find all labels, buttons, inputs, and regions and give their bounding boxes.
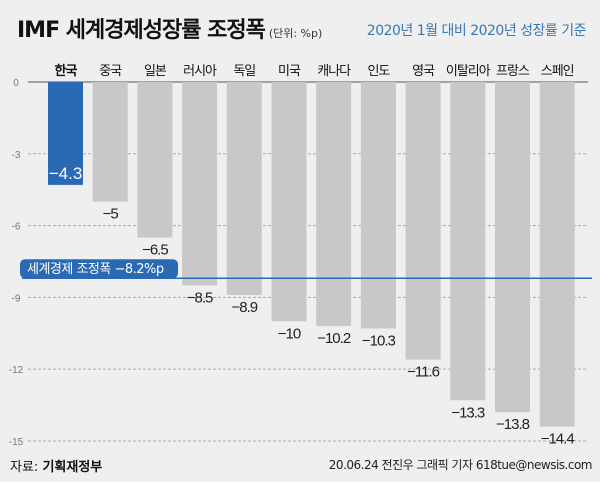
category-label: 영국: [412, 64, 435, 79]
ytick-label: -3: [12, 150, 21, 161]
value-label: −6.5: [142, 242, 168, 259]
bar: [450, 82, 486, 401]
bar-chart: 0 -3 -6 -9 -12 -15 한국 −4.3 중국 −5 일본 −6.5 러시아 −8.5 독일 −8…: [9, 63, 592, 448]
bar: [360, 82, 396, 329]
category-label: 독일: [233, 64, 255, 79]
bar: [495, 82, 530, 413]
bar: [539, 82, 575, 427]
category-label: 중국: [99, 64, 122, 79]
category-label: 캐나다: [317, 64, 351, 79]
value-label: −8.9: [231, 299, 257, 316]
category-label: 러시아: [183, 64, 217, 79]
ytick-label: 0: [13, 78, 19, 89]
category-label: 일본: [144, 64, 167, 79]
reference-label: 세계경제 조정폭 −8.2%p: [27, 262, 164, 277]
bar: [48, 82, 83, 185]
value-label: −5: [103, 206, 119, 223]
value-label: −10.2: [317, 330, 351, 347]
value-label: −10.3: [362, 332, 396, 349]
category-label: 이탈리아: [446, 64, 491, 79]
value-label: −13.3: [451, 404, 485, 421]
category-label: 한국: [55, 63, 78, 79]
ytick-label: -9: [12, 293, 21, 304]
bar: [182, 82, 218, 286]
title-text: IMF 세계경제성장률 조정폭: [17, 18, 266, 43]
value-label: −8.5: [187, 289, 213, 306]
bar: [271, 82, 307, 322]
category-label: 미국: [278, 64, 301, 79]
category-label: 프랑스: [496, 64, 530, 79]
chart-title: IMF 세계경제성장률 조정폭 (단위: %p): [17, 12, 322, 44]
credit: 20.06.24 전진우 그래픽 기자 618tue@newsis.com: [328, 458, 593, 472]
bar: [405, 82, 441, 360]
ytick-label: -15: [9, 437, 24, 448]
value-label: −14.4: [541, 431, 575, 448]
category-label: 스페인: [541, 64, 574, 79]
ytick-label: -12: [9, 365, 24, 376]
value-label: −4.3: [49, 164, 83, 183]
category-label: 인도: [367, 64, 390, 79]
source-value: 기획재정부: [42, 460, 103, 475]
bar: [316, 82, 352, 327]
subtitle: 2020년 1월 대비 2020년 성장률 기준: [366, 23, 587, 39]
bar: [137, 82, 173, 238]
value-label: −11.6: [407, 364, 439, 381]
ytick-label: -6: [12, 222, 21, 233]
bar: [92, 82, 128, 202]
value-label: −10: [278, 325, 301, 342]
source: 자료: 기획재정부: [10, 456, 102, 475]
value-label: −13.8: [496, 416, 530, 433]
unit-label: (단위: %p): [268, 27, 323, 40]
reference-label-box: [20, 259, 178, 279]
bar: [226, 82, 262, 295]
source-label: 자료:: [10, 460, 39, 475]
